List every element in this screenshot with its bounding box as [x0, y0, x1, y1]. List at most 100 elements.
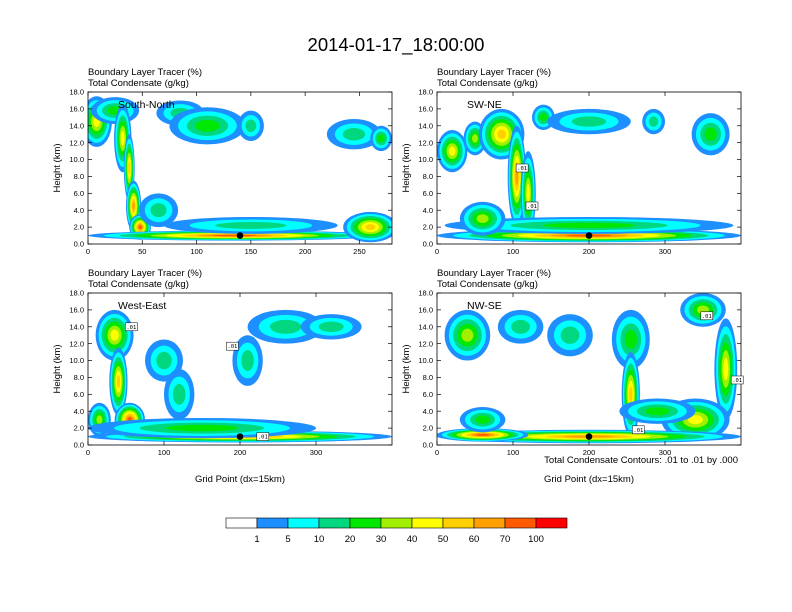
y-tick-label: 14.0 [69, 121, 84, 130]
y-tick-label: 10.0 [418, 155, 433, 164]
colorbar-swatch-0 [225, 517, 258, 529]
cross-section-tag: West-East [118, 300, 166, 312]
y-tick-label: 12.0 [69, 339, 84, 348]
cross-section-tag: SW-NE [467, 99, 502, 111]
y-axis-label: Height (km) [52, 143, 63, 192]
tracer-blob-1-level-4 [472, 134, 478, 143]
svg-text:.01: .01 [258, 435, 268, 441]
tracer-blob-4-level-2 [156, 351, 172, 370]
y-tick-label: 18.0 [69, 289, 84, 298]
colorbar-swatch-7 [442, 517, 475, 529]
x-tick-label: 0 [86, 448, 90, 457]
tracer-blob-14-level-3 [377, 134, 385, 143]
tracer-blob-5-level-8 [138, 225, 142, 229]
tracer-blob-8-level-2 [318, 321, 344, 332]
y-tick-label: 2.0 [423, 223, 433, 232]
x-tick-label: 300 [659, 247, 672, 256]
tracer-blob-4-level-5 [526, 184, 530, 203]
location-marker [236, 232, 244, 239]
y-tick-label: 10.0 [69, 155, 84, 164]
colorbar-swatch-3 [318, 517, 351, 529]
panel-subtitle-condensate: Total Condensate (g/kg) [437, 279, 538, 290]
y-tick-label: 14.0 [69, 322, 84, 331]
y-tick-label: 8.0 [423, 172, 433, 181]
tracer-blob-1-level-6 [116, 375, 121, 389]
tracer-field [88, 96, 392, 243]
figure-title: 2014-01-17_18:00:00 [308, 34, 485, 56]
y-tick-label: 8.0 [74, 373, 84, 382]
colorbar-swatch-2 [287, 517, 320, 529]
tracer-field [437, 293, 741, 444]
y-tick-label: 4.0 [423, 206, 433, 215]
x-tick-label: 200 [299, 247, 312, 256]
tracer-blob-7-level-2 [269, 319, 302, 334]
location-marker [585, 232, 593, 239]
y-tick-label: 0.0 [74, 441, 84, 450]
colorbar-level-label: 40 [407, 534, 418, 545]
y-tick-label: 16.0 [69, 104, 84, 113]
tracer-blob-0-level-5 [448, 146, 456, 156]
tracer-blob-1-level-2 [511, 319, 530, 334]
colorbar-swatch-10 [535, 517, 568, 529]
x-tick-label: 50 [138, 247, 146, 256]
tracer-blob-11-level-2 [215, 221, 287, 229]
tracer-blob-12-level-6 [365, 224, 376, 230]
x-tick-label: 300 [310, 448, 323, 457]
x-axis-label: Grid Point (dx=15km) [544, 474, 634, 485]
tracer-blob-7-level-5 [687, 415, 703, 425]
panel-subtitle-condensate: Total Condensate (g/kg) [437, 78, 538, 89]
y-axis-label: Height (km) [401, 143, 412, 192]
tracer-blob-4-level-6 [629, 386, 633, 403]
tracer-blob-8-level-3 [704, 127, 717, 141]
contour-label: .01 [125, 322, 138, 332]
colorbar-level-label: 5 [285, 534, 290, 545]
x-tick-label: 0 [86, 247, 90, 256]
tracer-blob-4-level-7 [132, 201, 135, 211]
svg-text:.01: .01 [702, 314, 712, 320]
colorbar-level-label: 100 [528, 534, 544, 545]
y-tick-label: 16.0 [418, 104, 433, 113]
colorbar: 1 5 10 20 30 40 50 60 70 100 [225, 517, 568, 545]
tracer-field [437, 104, 741, 243]
tracer-blob-2-level-5 [120, 131, 125, 146]
tracer-blob-6-level-2 [241, 350, 254, 371]
y-tick-label: 10.0 [69, 356, 84, 365]
panel-frame [87, 91, 393, 245]
contour-label: .01 [226, 341, 239, 351]
panel-subtitle-tracer: Boundary Layer Tracer (%) [437, 67, 551, 78]
y-tick-label: 10.0 [418, 356, 433, 365]
location-marker [585, 433, 593, 440]
tracer-blob-13-level-2 [342, 127, 366, 141]
y-tick-label: 14.0 [418, 322, 433, 331]
x-tick-label: 100 [507, 448, 520, 457]
contour-label: .01 [256, 432, 270, 441]
tracer-blob-0-level-5 [110, 329, 119, 341]
tracer-blob-5-level-2 [172, 383, 186, 405]
y-tick-label: 8.0 [423, 373, 433, 382]
tracer-blob-3-level-3 [624, 330, 637, 349]
y-tick-label: 18.0 [418, 289, 433, 298]
y-tick-label: 6.0 [74, 390, 84, 399]
panel-3: 0.0 2.0 4.0 6.0 8.0 10.0 12.0 14.0 16.0 18.0 0 100 2… [401, 268, 744, 485]
colorbar-swatch-5 [380, 517, 413, 529]
tracer-blob-10-level-3 [543, 222, 635, 229]
colorbar-level-label: 10 [314, 534, 325, 545]
contour-label: .01 [730, 375, 744, 385]
y-tick-label: 2.0 [423, 424, 433, 433]
colorbar-swatch-9 [504, 517, 537, 529]
contour-label: .01 [525, 201, 539, 211]
colorbar-swatch-1 [256, 517, 289, 529]
tracer-blob-5-level-3 [539, 113, 548, 122]
svg-text:.01: .01 [227, 344, 237, 350]
tracer-blob-9-level-2 [245, 119, 257, 133]
panels-group: 0.0 2.0 4.0 6.0 8.0 10.0 12.0 14.0 16.0 18.0 0 50 10… [52, 67, 744, 485]
x-tick-label: 200 [583, 448, 596, 457]
tracer-blob-3-level-4 [96, 415, 103, 425]
tracer-blob-2-level-6 [497, 129, 506, 140]
tracer-blob-6-level-2 [571, 116, 607, 127]
cross-section-tag: NW-SE [467, 300, 502, 312]
svg-text:.01: .01 [126, 325, 136, 331]
tracer-blob-6-level-5 [723, 357, 729, 381]
y-axis-label: Height (km) [401, 344, 412, 393]
x-tick-label: 0 [435, 448, 439, 457]
